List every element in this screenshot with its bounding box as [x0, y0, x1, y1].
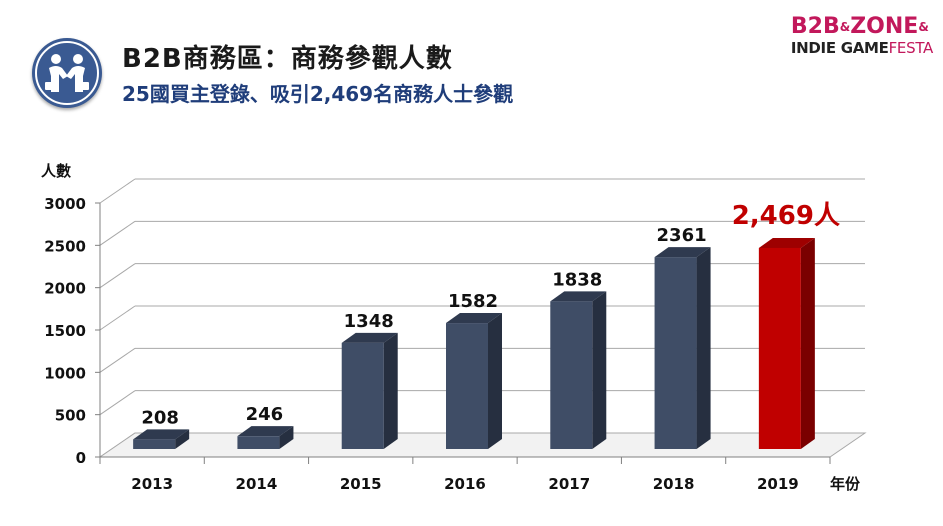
b2b-zone-indie-game-festa-logo: B2B&ZONE& INDIE GAMEFESTA [791, 16, 933, 58]
y-tick-label: 0 [76, 449, 86, 467]
bar-side-2014 [279, 426, 294, 449]
logo-text-b2b: B2B [790, 14, 840, 39]
business-handshake-icon [32, 38, 102, 108]
x-tick-label-2015: 2015 [340, 475, 382, 493]
data-label-2018: 2361 [657, 225, 707, 246]
y-axis-title: 人數 [41, 162, 71, 180]
bar-top-2017 [550, 291, 607, 302]
x-axis-title: 年份 [830, 475, 861, 493]
bar-top-2018 [654, 247, 711, 258]
y-tick-label: 2000 [44, 280, 86, 298]
bar-side-2016 [488, 313, 502, 449]
bar-2017 [550, 301, 593, 449]
data-label-2017: 1838 [552, 269, 602, 290]
logo-text-amp: & [918, 20, 929, 34]
x-tick-label-2013: 2013 [131, 475, 173, 493]
bar-side-2019 [800, 237, 815, 449]
x-tick-label-2018: 2018 [653, 475, 695, 493]
y-tick-label: 1000 [44, 364, 86, 382]
x-tick-label-2019: 2019 [757, 475, 799, 493]
page-title: B2B商務區：商務參觀人數 [122, 44, 453, 74]
data-label-2014: 246 [246, 404, 284, 425]
bar-side-2015 [383, 332, 398, 449]
bar-2013 [133, 439, 176, 449]
gridline-side [99, 390, 136, 416]
logo-text-indie-game: INDIE GAME [790, 39, 889, 57]
x-tick-label-2017: 2017 [548, 475, 590, 493]
y-tick-label: 500 [55, 407, 86, 425]
bar-top-2015 [341, 332, 398, 343]
y-tick-label: 3000 [44, 195, 86, 213]
bar-2018 [654, 257, 697, 449]
bar-top-2019 [758, 237, 815, 248]
bar-side-2018 [696, 247, 711, 449]
bar-side-2017 [592, 291, 607, 449]
y-tick-label: 2500 [44, 237, 86, 255]
x-tick-label-2014: 2014 [236, 475, 278, 493]
gridline-side [99, 178, 136, 204]
data-label-2015: 1348 [344, 311, 394, 332]
bar-top-2016 [446, 313, 502, 324]
bar-top-2013 [133, 429, 190, 440]
x-tick-label-2016: 2016 [444, 475, 486, 493]
logo-text-zone: ZONE [850, 14, 919, 39]
data-label-2013: 208 [141, 407, 179, 428]
data-label-2016: 1582 [448, 291, 498, 312]
y-tick-label: 1500 [44, 322, 86, 340]
bar-2014 [237, 436, 280, 449]
page-subtitle: 25國買主登錄、吸引2,469名商務人士參觀 [122, 82, 514, 106]
data-label-2019: 2,469人 [732, 201, 840, 231]
gridline-side [99, 220, 136, 246]
logo-text-amp-small: & [839, 20, 851, 34]
bar-2015 [341, 342, 384, 449]
gridline-side [99, 263, 136, 289]
bar-2019 [758, 247, 801, 449]
bar-2016 [446, 323, 488, 449]
bar-top-2014 [237, 426, 294, 437]
logo-text-festa: FESTA [888, 39, 934, 57]
bar-side-2013 [175, 429, 190, 449]
gridline-side [99, 305, 136, 331]
gridline-side [99, 347, 136, 373]
